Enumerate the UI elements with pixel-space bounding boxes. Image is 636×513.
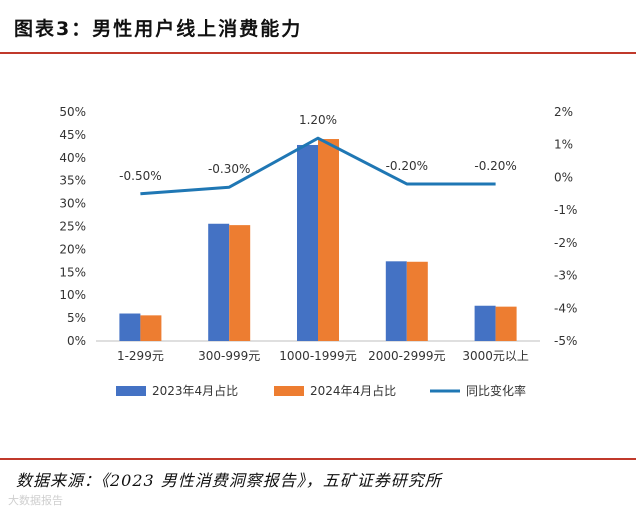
legend-2024-label: 2024年4月占比 bbox=[310, 383, 396, 398]
yoy-data-label: -0.50% bbox=[119, 169, 161, 183]
right-axis-tick-label: 2% bbox=[554, 105, 573, 119]
legend-2024-swatch bbox=[274, 386, 304, 396]
watermark: 大数据报告 bbox=[8, 494, 63, 507]
legend-yoy-label: 同比变化率 bbox=[466, 383, 526, 398]
left-axis-tick-label: 15% bbox=[59, 265, 86, 279]
left-axis-tick-label: 0% bbox=[67, 334, 86, 348]
bar-2023 bbox=[385, 261, 407, 341]
left-axis-tick-label: 20% bbox=[59, 242, 86, 256]
right-axis-tick-label: 1% bbox=[554, 138, 573, 152]
left-axis-tick-label: 40% bbox=[59, 151, 86, 165]
bar-2024 bbox=[406, 261, 428, 341]
right-axis-tick-label: -4% bbox=[554, 301, 577, 315]
bar-2024 bbox=[495, 306, 517, 341]
legend-2023-swatch bbox=[116, 386, 146, 396]
x-axis-tick-label: 1000-1999元 bbox=[279, 349, 356, 363]
right-axis-tick-label: -5% bbox=[554, 334, 577, 348]
bar-2023 bbox=[208, 223, 230, 341]
source-rule bbox=[0, 458, 636, 460]
title-rule bbox=[0, 52, 636, 54]
left-axis-tick-label: 5% bbox=[67, 311, 86, 325]
right-axis-tick-label: -3% bbox=[554, 269, 577, 283]
left-axis-tick-label: 25% bbox=[59, 220, 86, 234]
left-axis-tick-label: 50% bbox=[59, 105, 86, 119]
bar-2023 bbox=[297, 144, 318, 341]
bar-2024 bbox=[140, 315, 162, 341]
left-axis-tick-label: 35% bbox=[59, 174, 86, 188]
bar-2024 bbox=[229, 225, 251, 341]
left-axis-tick-label: 45% bbox=[59, 128, 86, 142]
figure-title: 图表3：男性用户线上消费能力 bbox=[14, 18, 303, 40]
source-note: 数据来源：《2023 男性消费洞察报告》，五矿证券研究所 bbox=[16, 471, 442, 490]
yoy-data-label: 1.20% bbox=[299, 113, 337, 127]
x-axis-tick-label: 300-999元 bbox=[198, 349, 260, 363]
x-axis-tick-label: 3000元以上 bbox=[462, 349, 529, 363]
bar-2023 bbox=[474, 305, 496, 341]
right-axis-tick-label: -2% bbox=[554, 236, 577, 250]
left-axis-tick-label: 10% bbox=[59, 288, 86, 302]
yoy-line bbox=[140, 136, 496, 196]
x-axis-tick-label: 2000-2999元 bbox=[368, 349, 445, 363]
legend-2023-label: 2023年4月占比 bbox=[152, 383, 238, 398]
left-axis-tick-label: 30% bbox=[59, 197, 86, 211]
yoy-data-label: -0.20% bbox=[474, 159, 516, 173]
right-axis-tick-label: -1% bbox=[554, 203, 577, 217]
bar-2023 bbox=[119, 313, 141, 341]
x-axis-tick-label: 1-299元 bbox=[117, 349, 164, 363]
yoy-data-label: -0.20% bbox=[386, 159, 428, 173]
bar-2024 bbox=[318, 139, 339, 341]
right-axis-tick-label: 0% bbox=[554, 170, 573, 184]
yoy-data-label: -0.30% bbox=[208, 162, 250, 176]
